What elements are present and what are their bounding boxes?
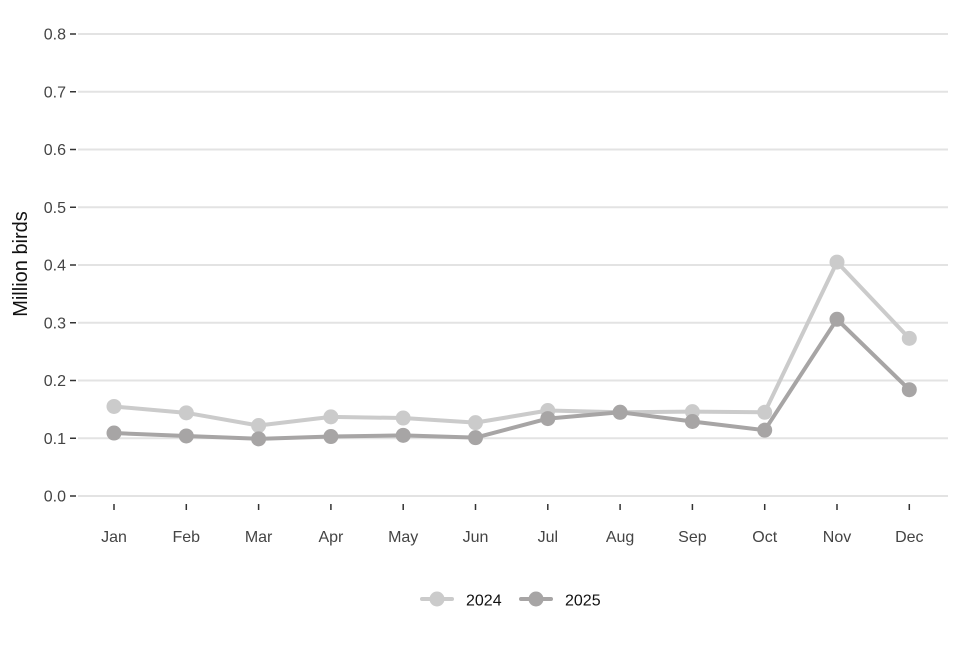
y-tick-label: 0.2 xyxy=(44,373,66,390)
series-line xyxy=(112,317,912,441)
series-line xyxy=(112,260,912,428)
data-point xyxy=(468,415,483,431)
x-axis: Jan Feb Mar Apr May Jun Jul Aug Sep Oct Nov Dec xyxy=(101,504,924,546)
legend: 2024 2025 xyxy=(420,591,601,610)
series-2025 xyxy=(106,311,917,447)
x-tick-label: Mar xyxy=(245,529,273,546)
legend-item: 2024 xyxy=(420,591,502,610)
x-tick-label: Jun xyxy=(463,529,489,546)
y-tick-label: 0.7 xyxy=(44,84,66,101)
data-point xyxy=(829,311,845,327)
x-tick-label: Feb xyxy=(173,529,201,546)
data-point xyxy=(540,411,556,427)
legend-item: 2025 xyxy=(519,591,601,610)
data-point xyxy=(901,382,917,398)
x-tick-label: May xyxy=(388,529,418,546)
data-point xyxy=(757,404,773,420)
legend-label: 2024 xyxy=(466,593,502,610)
legend-key-point xyxy=(429,591,445,607)
data-point xyxy=(395,427,411,443)
y-axis: 0.0 0.1 0.2 0.3 0.4 0.5 0.6 0.7 0.8 xyxy=(44,27,76,506)
data-point xyxy=(251,418,267,434)
series-group xyxy=(106,254,917,447)
y-tick-label: 0.6 xyxy=(44,142,66,159)
y-tick-label: 0.5 xyxy=(44,200,66,217)
x-tick-label: Apr xyxy=(318,529,344,546)
y-axis-title: Million birds xyxy=(10,211,32,317)
legend-label: 2025 xyxy=(565,593,601,610)
data-point xyxy=(178,428,194,444)
data-point xyxy=(106,425,122,441)
data-point xyxy=(323,409,339,425)
series-2024 xyxy=(106,254,917,434)
data-point xyxy=(178,405,194,421)
x-tick-label: Jul xyxy=(538,529,558,546)
data-point xyxy=(684,414,700,430)
y-tick-label: 0.0 xyxy=(44,489,66,506)
data-point xyxy=(757,422,773,438)
data-point xyxy=(323,429,339,445)
x-tick-label: Aug xyxy=(606,529,634,546)
data-point xyxy=(395,410,411,426)
x-tick-label: Dec xyxy=(895,529,923,546)
x-tick-label: Oct xyxy=(752,529,777,546)
data-point xyxy=(829,254,845,270)
data-point xyxy=(612,404,628,420)
y-tick-label: 0.4 xyxy=(44,258,66,275)
x-tick-label: Nov xyxy=(823,529,851,546)
data-point xyxy=(468,430,483,446)
y-tick-label: 0.8 xyxy=(44,27,66,44)
y-tick-label: 0.1 xyxy=(44,431,66,448)
data-point xyxy=(901,330,917,346)
x-tick-label: Sep xyxy=(678,529,707,546)
data-point xyxy=(106,398,122,414)
x-tick-label: Jan xyxy=(101,529,127,546)
legend-key-point xyxy=(528,591,544,607)
data-point xyxy=(251,431,267,447)
y-tick-label: 0.3 xyxy=(44,315,66,332)
